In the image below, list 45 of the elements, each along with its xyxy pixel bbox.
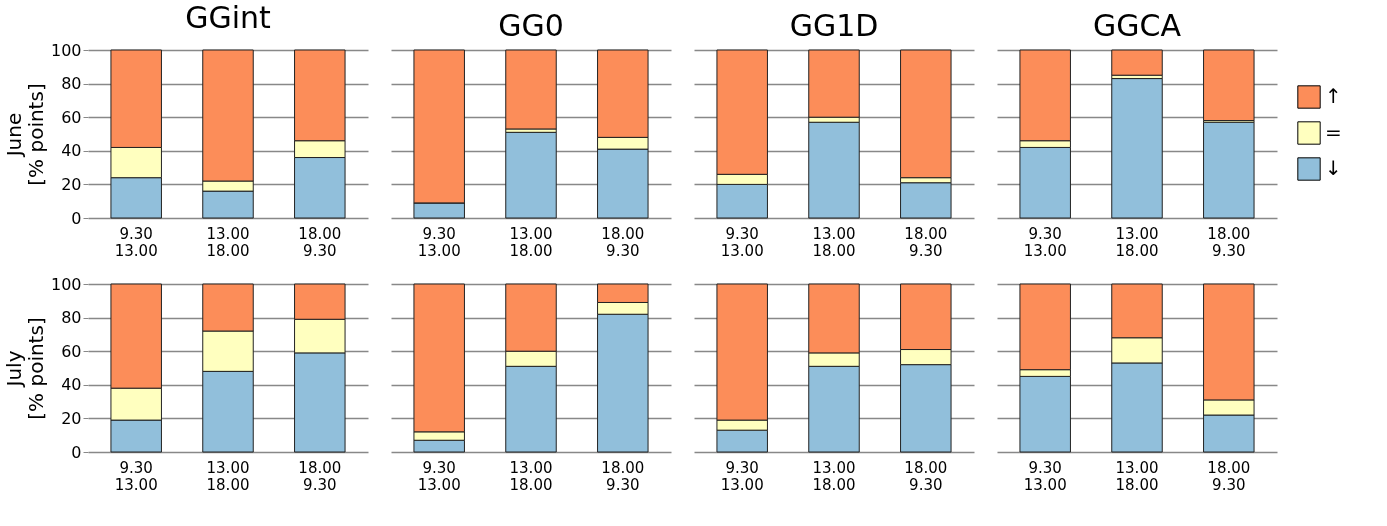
legend-label: ↓ [1325, 156, 1342, 180]
y-tick-label: 20 [61, 174, 82, 194]
x-tick-label: 18.00 9.30 [601, 224, 645, 260]
x-tick-label: 18.00 9.30 [1207, 224, 1251, 260]
y-tick-label: 100 [50, 40, 82, 60]
x-tick-label: 9.30 13.00 [114, 458, 158, 494]
chart-title: GGint [185, 0, 272, 35]
chart-title: GG1D [789, 7, 879, 43]
y-axis-title: June [% points] [1, 83, 48, 186]
x-tick-label: 9.30 13.00 [417, 458, 461, 494]
y-tick-label: 0 [71, 208, 82, 228]
x-tick-label: 9.30 13.00 [720, 224, 764, 260]
x-tick-label: 13.00 18.00 [509, 224, 553, 260]
y-tick-label: 60 [61, 341, 82, 361]
x-tick-label: 9.30 13.00 [720, 458, 764, 494]
legend-label: = [1325, 120, 1342, 144]
x-tick-label: 13.00 18.00 [206, 458, 250, 494]
x-tick-label: 9.30 13.00 [417, 224, 461, 260]
x-tick-label: 9.30 13.00 [1023, 224, 1067, 260]
x-tick-label: 18.00 9.30 [904, 224, 948, 260]
y-tick-label: 80 [61, 308, 82, 328]
y-tick-label: 40 [61, 375, 82, 395]
x-tick-label: 13.00 18.00 [1115, 458, 1159, 494]
y-tick-label: 20 [61, 408, 82, 428]
x-tick-label: 18.00 9.30 [298, 224, 342, 260]
chart-title: GGCA [1093, 7, 1182, 43]
x-tick-label: 13.00 18.00 [812, 224, 856, 260]
y-tick-label: 40 [61, 141, 82, 161]
x-tick-label: 13.00 18.00 [1115, 224, 1159, 260]
x-tick-label: 9.30 13.00 [114, 224, 158, 260]
x-tick-label: 9.30 13.00 [1023, 458, 1067, 494]
x-tick-label: 13.00 18.00 [206, 224, 250, 260]
y-axis-title: July [% points] [1, 317, 48, 420]
x-tick-label: 18.00 9.30 [298, 458, 342, 494]
x-tick-label: 13.00 18.00 [812, 458, 856, 494]
y-tick-label: 0 [71, 442, 82, 462]
y-tick-label: 80 [61, 74, 82, 94]
chart-title: GG0 [498, 7, 564, 43]
x-tick-label: 18.00 9.30 [904, 458, 948, 494]
y-tick-label: 60 [61, 107, 82, 127]
x-tick-label: 18.00 9.30 [1207, 458, 1251, 494]
x-tick-label: 18.00 9.30 [601, 458, 645, 494]
x-tick-label: 13.00 18.00 [509, 458, 553, 494]
y-tick-label: 100 [50, 274, 82, 294]
legend-label: ↑ [1325, 84, 1342, 108]
